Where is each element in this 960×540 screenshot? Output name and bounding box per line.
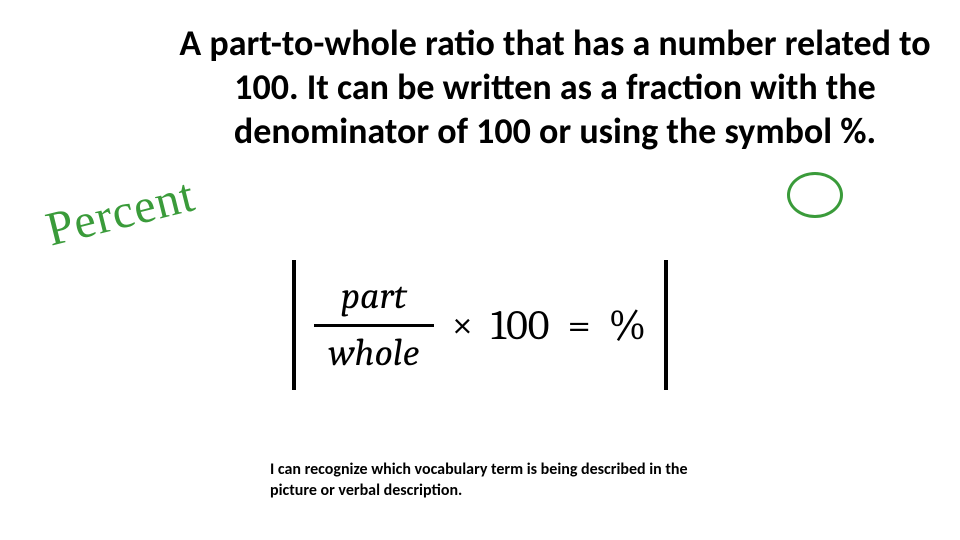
fraction-denominator: whole bbox=[328, 333, 419, 375]
learning-objective-text: I can recognize which vocabulary term is… bbox=[270, 460, 710, 502]
multiplier-100: 100 bbox=[491, 301, 550, 350]
times-operator: × bbox=[452, 303, 473, 347]
equals-sign: = bbox=[568, 301, 591, 350]
fraction: part whole bbox=[314, 276, 434, 375]
formula-right-bar bbox=[664, 260, 668, 390]
percent-symbol-highlight-circle bbox=[787, 172, 843, 218]
fraction-bar bbox=[314, 324, 434, 327]
term-label-handwritten: Percent bbox=[41, 168, 201, 258]
formula-container: part whole × 100 = % bbox=[0, 260, 960, 395]
percent-result: % bbox=[609, 301, 646, 350]
fraction-numerator: part bbox=[341, 276, 407, 318]
formula-left-bar bbox=[292, 260, 296, 390]
percent-formula: part whole × 100 = % bbox=[292, 260, 668, 390]
definition-text: A part-to-whole ratio that has a number … bbox=[170, 22, 940, 154]
